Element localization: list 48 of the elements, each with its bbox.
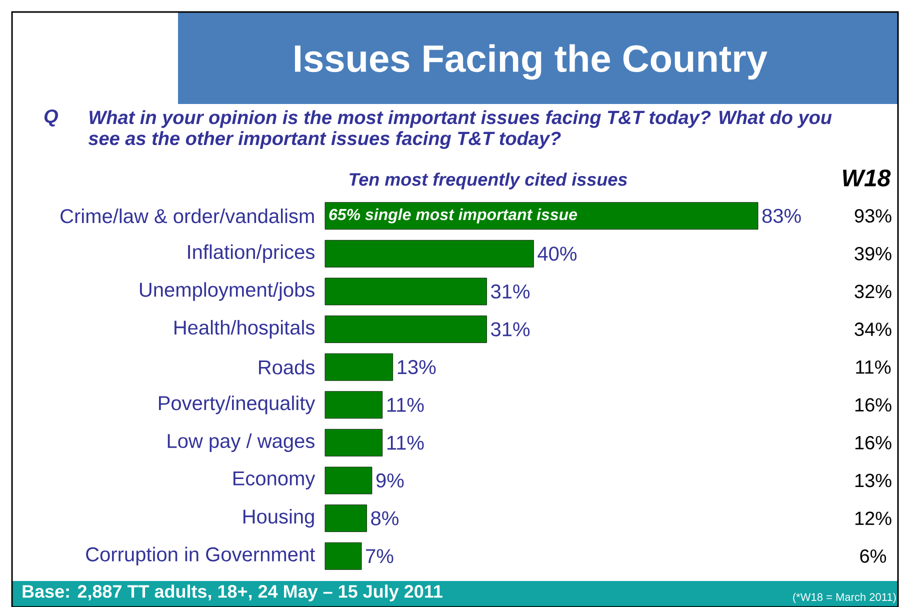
annotation: 65% single most important issue [329, 208, 578, 224]
text: 11% [856, 360, 891, 374]
data-label: 31% [491, 284, 530, 299]
bar [324, 316, 487, 343]
chart-title: Issues Facing the Country [295, 44, 768, 80]
text: 93% [854, 209, 892, 223]
bar [324, 353, 394, 381]
bar [324, 240, 534, 268]
data-label: 11% [387, 398, 424, 412]
text: 39% [854, 246, 892, 260]
data-label: 13% [398, 360, 436, 374]
text: 32% [854, 284, 892, 298]
chart-subtitle: What in your opinion is the most important issues facing T&T today? What do you see as the other important issues facing T&T today? [88, 110, 832, 149]
y-tick-label: Health/hospitals [174, 320, 314, 339]
bar [324, 391, 383, 419]
text: 13% [855, 474, 892, 488]
data-label: 40% [538, 246, 577, 261]
bar [324, 466, 372, 494]
data-label: 9% [376, 473, 404, 488]
data-label: 31% [491, 322, 530, 336]
bar [324, 428, 383, 456]
bar [324, 202, 758, 230]
y-tick-label: Unemployment/jobs [140, 282, 314, 301]
bar [324, 278, 487, 306]
text: 16% [855, 398, 892, 412]
text: 16% [855, 436, 892, 450]
text: 12% [855, 512, 892, 525]
text: 6% [860, 549, 886, 563]
data-label: 8% [371, 511, 398, 526]
text: (*W18 = March 2011) [793, 592, 896, 604]
text: W18 [843, 169, 891, 186]
y-tick-label: Roads [259, 360, 314, 374]
text: Ten most frequently cited issues [350, 172, 628, 190]
y-tick-label: Corruption in Government [86, 546, 316, 566]
y-tick-label: Crime/law & order/vandalism [60, 208, 314, 224]
text: Base: 2,887 TT adults, 18+, 24 May – 15 July 2011 [22, 584, 442, 602]
data-label: 11% [387, 436, 424, 450]
text: 34% [854, 322, 892, 336]
text: Q [44, 110, 58, 127]
y-tick-label: Poverty/inequality [158, 396, 316, 414]
bar [324, 504, 367, 532]
y-tick-label: Economy [233, 472, 316, 490]
data-label: 7% [366, 549, 394, 564]
y-tick-label: Low pay / wages [168, 433, 314, 452]
y-tick-label: Housing [243, 508, 314, 528]
y-tick-label: Inflation/prices [188, 244, 314, 264]
data-label: 83% [762, 208, 801, 223]
bar [324, 542, 362, 570]
